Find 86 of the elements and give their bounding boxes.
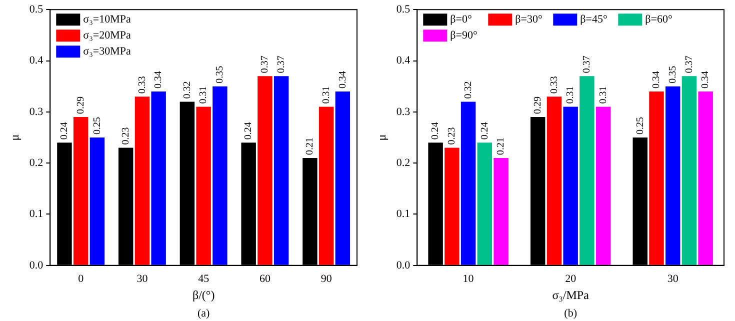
data-label: 0.37 — [582, 56, 593, 74]
bar — [196, 106, 211, 265]
bar — [258, 76, 272, 265]
y-tick-label: 0.4 — [396, 54, 411, 67]
data-label: 0.34 — [337, 70, 348, 88]
y-tick-label: 0.3 — [29, 106, 44, 118]
data-label: 0.24 — [430, 122, 442, 140]
data-label: 0.23 — [120, 127, 132, 145]
bar — [682, 76, 697, 265]
data-label: 0.31 — [565, 86, 576, 104]
data-label: 0.25 — [634, 117, 646, 134]
data-label: 0.34 — [153, 70, 164, 88]
data-label: 0.25 — [92, 117, 103, 134]
data-label: 0.24 — [479, 122, 490, 140]
bar — [665, 86, 680, 265]
legend-label: β=30° — [515, 13, 542, 26]
bar — [563, 106, 578, 265]
data-label: 0.31 — [198, 86, 210, 104]
data-label: 0.21 — [496, 137, 507, 155]
bar — [698, 91, 713, 265]
data-label: 0.33 — [548, 76, 560, 94]
data-label: 0.29 — [532, 96, 544, 114]
data-label: 0.35 — [667, 66, 678, 84]
y-tick-label: 0.1 — [29, 208, 44, 220]
x-tick-label: 90 — [320, 272, 332, 285]
legend-label: β=60° — [645, 13, 672, 26]
bar — [151, 91, 166, 265]
data-label: 0.31 — [320, 86, 332, 104]
bar — [73, 117, 88, 265]
bar — [460, 102, 476, 265]
bar — [546, 96, 562, 265]
x-tick-label: 0 — [78, 272, 84, 285]
x-axis-title: σ₃/MPa — [552, 288, 590, 302]
y-tick-label: 0.0 — [396, 259, 411, 272]
bar — [477, 142, 492, 265]
data-label: 0.32 — [462, 81, 474, 99]
legend-label: σ₃=10MPa — [83, 13, 132, 26]
legend-label: β=0° — [450, 13, 472, 26]
legend-label: β=90° — [450, 29, 478, 42]
bar — [444, 148, 460, 265]
data-label: 0.37 — [276, 56, 287, 74]
y-tick-label: 0.2 — [396, 156, 410, 169]
y-axis-title: μ — [7, 134, 22, 141]
y-tick-label: 0.5 — [396, 3, 411, 16]
x-tick-label: 30 — [667, 272, 679, 285]
bar — [335, 91, 350, 265]
data-label: 0.24 — [243, 122, 254, 140]
data-label: 0.32 — [182, 81, 193, 99]
data-label: 0.31 — [598, 86, 609, 104]
data-label: 0.34 — [700, 70, 712, 88]
y-tick-label: 0.4 — [29, 54, 44, 67]
y-tick-label: 0.2 — [29, 156, 44, 169]
y-tick-label: 0.1 — [396, 208, 410, 220]
x-tick-label: 30 — [136, 272, 148, 285]
data-label: 0.23 — [446, 127, 458, 145]
data-label: 0.34 — [651, 70, 662, 88]
x-tick-label: 20 — [565, 272, 577, 285]
legend-label: σ₃=30MPa — [83, 45, 132, 58]
bar — [318, 106, 334, 265]
legend-label: β=45° — [580, 13, 608, 26]
bar — [212, 86, 228, 265]
text: (a) — [197, 307, 210, 320]
x-tick-label: 60 — [259, 272, 271, 285]
y-tick-label: 0.3 — [396, 106, 411, 118]
text: (b) — [564, 307, 578, 320]
y-axis-title: μ — [374, 134, 388, 141]
data-label: 0.24 — [59, 122, 70, 140]
data-label: 0.29 — [75, 96, 86, 114]
bar — [649, 91, 664, 265]
legend-label: σ₃=20MPa — [83, 29, 132, 42]
bar — [580, 76, 594, 265]
bar — [134, 96, 150, 265]
x-axis-title: β/(°) — [192, 288, 215, 302]
bar — [494, 158, 508, 265]
x-tick-label: 45 — [198, 272, 210, 285]
bar — [90, 138, 105, 265]
bar — [274, 76, 289, 265]
y-tick-label: 0.5 — [29, 3, 44, 16]
data-label: 0.21 — [304, 137, 316, 155]
data-label: 0.35 — [214, 66, 226, 84]
data-label: 0.33 — [136, 76, 148, 94]
x-tick-label: 10 — [462, 272, 474, 285]
y-tick-label: 0.0 — [29, 259, 44, 272]
data-label: 0.37 — [684, 56, 695, 74]
bar — [596, 106, 611, 265]
data-label: 0.37 — [260, 56, 271, 74]
